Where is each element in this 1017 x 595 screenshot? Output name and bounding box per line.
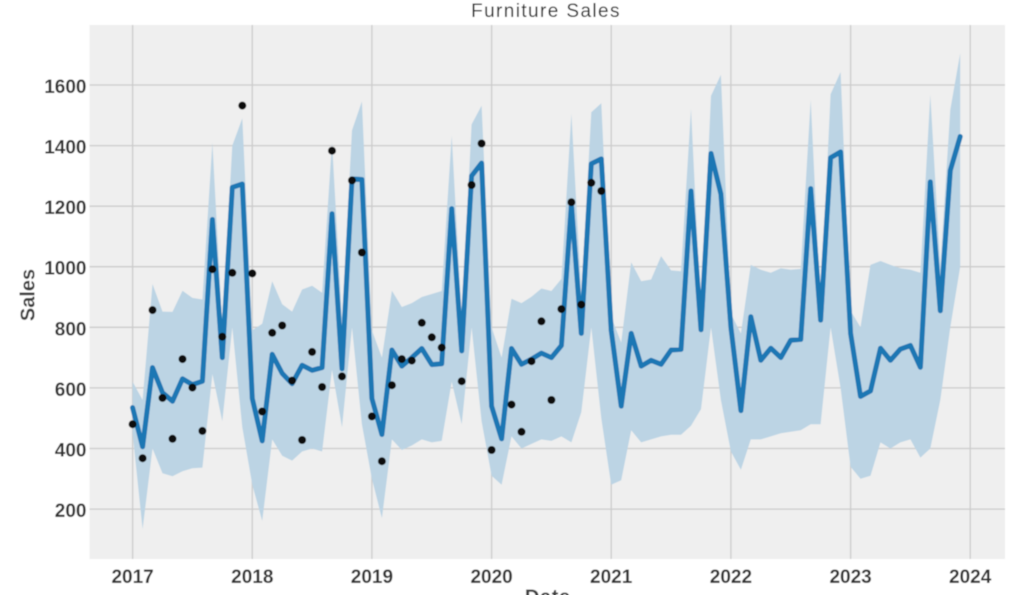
svg-text:2020: 2020 [470,567,512,588]
svg-text:2024: 2024 [949,567,992,588]
svg-text:Sales: Sales [18,269,40,321]
svg-text:2021: 2021 [590,567,633,588]
svg-text:Date: Date [525,587,571,595]
svg-text:400: 400 [55,441,87,462]
svg-text:600: 600 [55,380,87,401]
svg-text:2017: 2017 [111,567,153,588]
svg-text:1000: 1000 [44,259,86,280]
svg-text:2022: 2022 [710,567,752,588]
svg-text:800: 800 [55,319,87,340]
svg-text:Furniture Sales: Furniture Sales [471,1,621,22]
svg-text:2023: 2023 [829,567,871,588]
svg-text:2018: 2018 [231,567,273,588]
svg-text:1200: 1200 [44,198,86,219]
svg-text:1400: 1400 [44,138,86,159]
svg-text:2019: 2019 [351,567,393,588]
svg-text:1600: 1600 [44,77,86,98]
svg-text:200: 200 [55,501,87,522]
